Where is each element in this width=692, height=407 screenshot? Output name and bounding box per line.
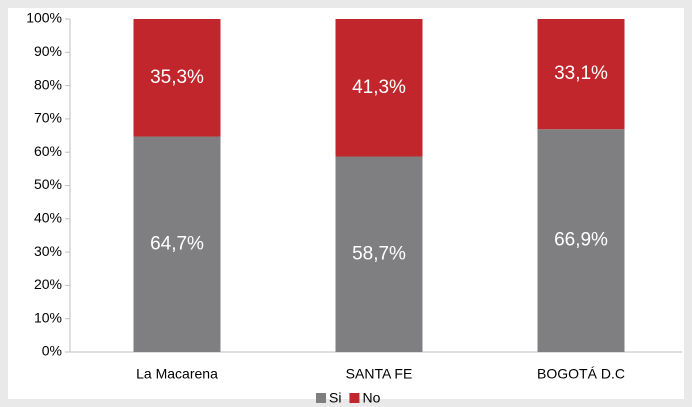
bar-segment [537,129,625,352]
data-label: 35,3% [150,67,204,88]
x-tick-label: BOGOTÁ D.C [537,366,625,382]
legend-label: Si [329,390,341,406]
data-label: 66,9% [554,230,608,251]
y-tick-label: 30% [34,243,62,259]
bar-segment [133,136,221,352]
y-tick-label: 0% [42,343,62,359]
legend-swatch [316,393,326,403]
x-tick-label: SANTA FE [346,366,413,382]
data-label: 41,3% [352,77,406,98]
data-label: 58,7% [352,243,406,264]
x-tick-label: La Macarena [136,366,218,382]
bar-segment [335,19,423,157]
y-tick-label: 60% [34,143,62,159]
bar-segment [537,19,625,130]
y-tick-label: 90% [34,43,62,59]
legend-label: No [362,390,380,406]
y-tick-label: 80% [34,76,62,92]
bar-segment [335,156,423,352]
data-label: 33,1% [554,63,608,84]
y-tick-label: 50% [34,176,62,192]
y-tick-label: 40% [34,210,62,226]
y-tick-label: 100% [26,10,62,26]
bar-segment [133,19,221,137]
y-tick-label: 70% [34,110,62,126]
y-tick-label: 20% [34,276,62,292]
legend-swatch [349,393,360,403]
data-label: 64,7% [150,233,204,254]
y-tick-label: 10% [34,309,62,325]
